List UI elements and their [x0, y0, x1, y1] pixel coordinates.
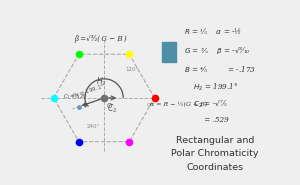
Text: $G$ = ⅗    $β$ = -√³⁄₁₀: $G$ = ⅗ $β$ = -√³⁄₁₀	[184, 45, 250, 56]
Text: 240°: 240°	[86, 124, 100, 129]
Text: $B$ = ⅘         = -.173: $B$ = ⅘ = -.173	[184, 63, 256, 73]
Text: Rectangular and
Polar Chromaticity
Coordinates: Rectangular and Polar Chromaticity Coord…	[171, 136, 259, 171]
Text: $C_1$=.529: $C_1$=.529	[63, 92, 87, 101]
Text: $R$ = ⅕    $α$ = -½: $R$ = ⅕ $α$ = -½	[184, 26, 242, 36]
Text: $C_2$ = -√⁷⁄₅: $C_2$ = -√⁷⁄₅	[193, 99, 228, 110]
Text: $H_2$: $H_2$	[96, 75, 106, 88]
Text: $H_2$ = 199.1°: $H_2$ = 199.1°	[70, 82, 106, 101]
Text: 120°: 120°	[126, 67, 139, 72]
Text: 0°: 0°	[146, 103, 152, 108]
Text: $C_2$: $C_2$	[107, 102, 118, 115]
Text: β =√³⁄₂( G − B ): β =√³⁄₂( G − B )	[74, 35, 126, 43]
Text: $H_2$ = 199.1°: $H_2$ = 199.1°	[193, 82, 238, 93]
Text: = .529: = .529	[193, 116, 228, 124]
Text: α = R − ½(G + B): α = R − ½(G + B)	[151, 102, 208, 107]
Text: O: O	[106, 102, 112, 109]
Bar	[162, 42, 176, 62]
